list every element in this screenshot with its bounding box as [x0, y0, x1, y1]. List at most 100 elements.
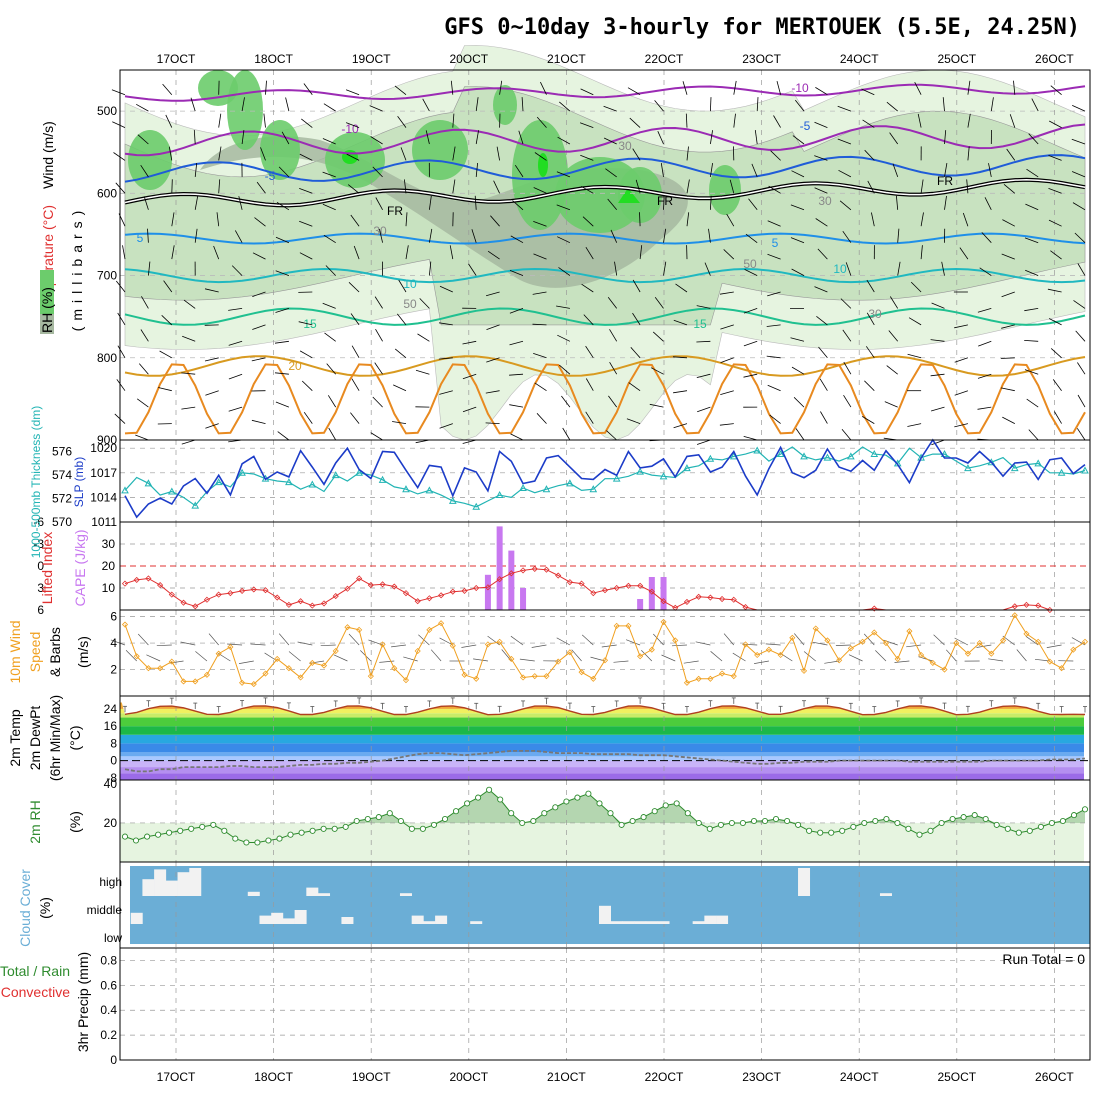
time-label-bottom: 25OCT: [937, 1070, 976, 1084]
rh-point: [464, 800, 471, 807]
time-label-top: 25OCT: [937, 52, 976, 66]
wind-barb: [1076, 428, 1086, 441]
wind-barb: [462, 340, 477, 345]
wind-barb: [1026, 168, 1039, 178]
lifted-index-point: [1046, 606, 1053, 614]
wind-speed-point: [1081, 638, 1089, 645]
wind-speed-point: [601, 657, 609, 664]
thickness-point: [519, 483, 527, 492]
wind-barb: [981, 232, 992, 243]
wind-barb: [182, 335, 196, 342]
cloud-bar: [247, 891, 260, 896]
rh-point: [397, 817, 404, 825]
wind-barb: [815, 218, 828, 227]
cloud-bar: [435, 915, 448, 924]
lifted-index-point: [496, 576, 503, 583]
wind-speed-point: [508, 655, 515, 663]
wind-speed-point: [367, 673, 374, 680]
lifted-index-point: [613, 584, 620, 592]
wind-barb: [351, 378, 360, 391]
thickness-line: [124, 446, 1086, 508]
rh-point: [155, 831, 162, 838]
wind-barb: [673, 423, 688, 429]
wind-barb: [790, 337, 805, 342]
cloud-bar: [130, 912, 143, 924]
wind-barb: [769, 414, 781, 424]
wind-barb: [509, 373, 524, 376]
wind-speed-point: [894, 655, 901, 663]
rh-point: [695, 819, 702, 827]
wind-barb: [686, 146, 689, 161]
rh-point: [199, 823, 206, 830]
wind-barb: [509, 308, 524, 314]
wind-barb: [686, 179, 690, 194]
wind10m-barb: [812, 641, 828, 646]
wind-speed-point: [449, 642, 456, 649]
wind-barb: [1052, 379, 1062, 391]
wind10m-barb: [894, 660, 910, 663]
wind-barb: [930, 373, 945, 377]
rh-point: [265, 837, 272, 844]
rh-point: [828, 829, 835, 836]
wind-barb: [140, 164, 149, 178]
wind-barb: [422, 98, 430, 112]
wind-speed-point: [414, 647, 421, 655]
wind-barb: [907, 353, 922, 359]
rh-point: [861, 819, 868, 827]
wind-speed-point: [637, 653, 644, 660]
wind-speed-point: [484, 641, 491, 648]
wind-barb: [394, 85, 407, 96]
rh-point: [585, 790, 592, 797]
wind-barb: [864, 149, 875, 161]
wind-barb: [1048, 188, 1062, 194]
wind-barb: [839, 200, 852, 211]
wind-barb: [405, 212, 408, 227]
rh-point: [188, 825, 195, 832]
wind-barb: [1049, 120, 1062, 128]
lifted-index-point: [1011, 603, 1018, 610]
lifted-index-point: [1035, 602, 1042, 609]
cloud-bar: [189, 868, 202, 896]
rh-point: [353, 817, 360, 825]
wind-speed-point: [543, 673, 550, 680]
wind-barb: [462, 439, 477, 444]
wind10m-barb: [710, 651, 723, 662]
wind-barb: [162, 83, 173, 95]
lifted-index-point: [1023, 601, 1030, 608]
time-label-bottom: 19OCT: [352, 1070, 391, 1084]
wind-speed-point: [531, 673, 538, 680]
sounding-ytick: 700: [97, 269, 117, 283]
wind-barb: [509, 404, 524, 408]
wind-barb: [194, 228, 198, 243]
wind-barb: [978, 340, 992, 347]
wind-speed-point: [941, 666, 948, 673]
wind-barb: [439, 390, 453, 395]
lifted-index-point: [648, 588, 655, 595]
wind-barb: [322, 203, 336, 211]
wind-barb: [751, 163, 758, 178]
slp-label: SLP (mb): [72, 457, 86, 507]
lifted-index-point: [426, 595, 433, 602]
wind-barb: [889, 132, 899, 145]
thickness-point: [683, 464, 691, 472]
wind-barb: [204, 288, 219, 293]
wind-barb: [509, 340, 524, 346]
wind-barb: [930, 406, 945, 412]
wind-barb: [301, 380, 313, 391]
thickness-tick: 570: [52, 515, 72, 529]
slp-tick: 1014: [90, 490, 117, 504]
rh-point: [177, 827, 184, 834]
wind-barb: [583, 314, 594, 326]
li-tick: 3: [37, 581, 44, 595]
wind-barb: [327, 395, 337, 408]
rh-point: [894, 819, 901, 827]
lifted-index-point: [402, 590, 410, 597]
wind-barb: [117, 312, 126, 326]
thickness-point: [776, 450, 785, 458]
isotherm-line: [124, 355, 1086, 377]
wind-speed-point: [157, 665, 164, 672]
wind-barb: [896, 195, 899, 210]
wind-barb: [1054, 411, 1062, 424]
